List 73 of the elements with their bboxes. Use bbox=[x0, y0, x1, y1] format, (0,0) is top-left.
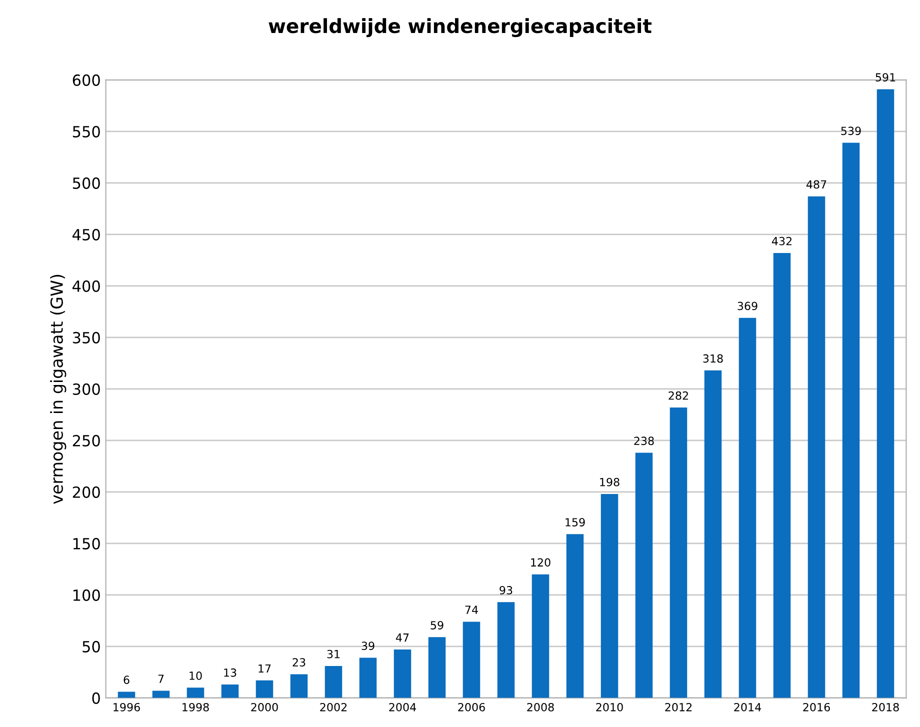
data-label: 318 bbox=[703, 354, 723, 363]
x-tick-label: 2012 bbox=[665, 702, 692, 712]
x-tick-label: 2014 bbox=[734, 702, 762, 712]
bar bbox=[359, 658, 377, 698]
y-tick-label: 500 bbox=[72, 177, 100, 189]
y-tick-label: 350 bbox=[72, 332, 100, 344]
x-tick-label: 2004 bbox=[389, 702, 416, 712]
data-label: 17 bbox=[258, 664, 271, 673]
data-label: 238 bbox=[634, 436, 654, 446]
x-tick-label: 2002 bbox=[320, 702, 347, 712]
y-tick-label: 550 bbox=[72, 126, 100, 138]
bar bbox=[290, 674, 308, 698]
x-tick-label: 2018 bbox=[872, 702, 899, 712]
y-tick-label: 300 bbox=[72, 383, 100, 395]
data-label: 13 bbox=[224, 668, 236, 677]
y-tick-label: 600 bbox=[72, 74, 100, 86]
data-label: 10 bbox=[190, 672, 202, 680]
bar bbox=[221, 684, 239, 698]
bar bbox=[808, 196, 826, 698]
y-axis-title: vermogen in gigawatt (GW) bbox=[50, 274, 66, 504]
bar bbox=[566, 534, 584, 698]
bar bbox=[256, 680, 274, 698]
data-label: 39 bbox=[362, 642, 374, 650]
x-tick-label: 2010 bbox=[596, 702, 623, 712]
bar bbox=[462, 622, 480, 698]
bar bbox=[876, 89, 894, 698]
bar bbox=[532, 574, 550, 698]
y-tick-label: 100 bbox=[73, 589, 100, 601]
x-tick-label: 1996 bbox=[114, 702, 140, 712]
bar bbox=[186, 688, 204, 698]
y-tick-label: 0 bbox=[92, 692, 100, 704]
y-tick-label: 200 bbox=[72, 486, 100, 498]
bar bbox=[635, 452, 653, 698]
data-label: 282 bbox=[668, 391, 688, 400]
x-tick-label: 2006 bbox=[458, 702, 485, 712]
bar bbox=[600, 494, 618, 698]
bar bbox=[670, 407, 688, 698]
bar bbox=[704, 370, 722, 698]
data-label: 120 bbox=[531, 558, 550, 567]
data-label: 31 bbox=[327, 650, 340, 658]
bar bbox=[324, 666, 342, 698]
bar bbox=[773, 252, 791, 698]
y-tick-label: 150 bbox=[73, 538, 100, 550]
y-tick-label: 50 bbox=[82, 640, 100, 652]
bar bbox=[428, 637, 446, 698]
bar bbox=[842, 142, 860, 698]
x-tick-label: 2000 bbox=[251, 702, 278, 712]
data-label: 23 bbox=[292, 658, 306, 667]
x-tick-label: 1998 bbox=[182, 702, 209, 712]
x-tick-label: 2016 bbox=[803, 702, 830, 712]
data-label: 198 bbox=[600, 478, 620, 486]
data-label: 591 bbox=[876, 73, 896, 82]
data-label: 539 bbox=[841, 126, 861, 136]
data-label: 6 bbox=[124, 676, 130, 684]
bar bbox=[118, 692, 136, 698]
data-label: 47 bbox=[396, 634, 409, 642]
bar bbox=[152, 690, 170, 698]
y-tick-label: 400 bbox=[72, 280, 100, 292]
data-label: 74 bbox=[465, 606, 478, 614]
data-label: 7 bbox=[158, 674, 164, 683]
data-label: 59 bbox=[430, 621, 444, 630]
data-label: 93 bbox=[500, 586, 512, 594]
y-tick-label: 450 bbox=[72, 228, 100, 240]
data-label: 432 bbox=[772, 236, 792, 246]
data-label: 369 bbox=[738, 302, 758, 310]
chart-title: wereldwijde windenergiecapaciteit bbox=[268, 18, 652, 38]
bar bbox=[394, 650, 412, 698]
data-label: 487 bbox=[806, 180, 826, 189]
x-tick-label: 2008 bbox=[527, 702, 554, 712]
bar bbox=[738, 318, 756, 698]
data-label: 159 bbox=[566, 518, 585, 526]
y-tick-label: 250 bbox=[72, 434, 100, 446]
bar bbox=[497, 602, 515, 698]
